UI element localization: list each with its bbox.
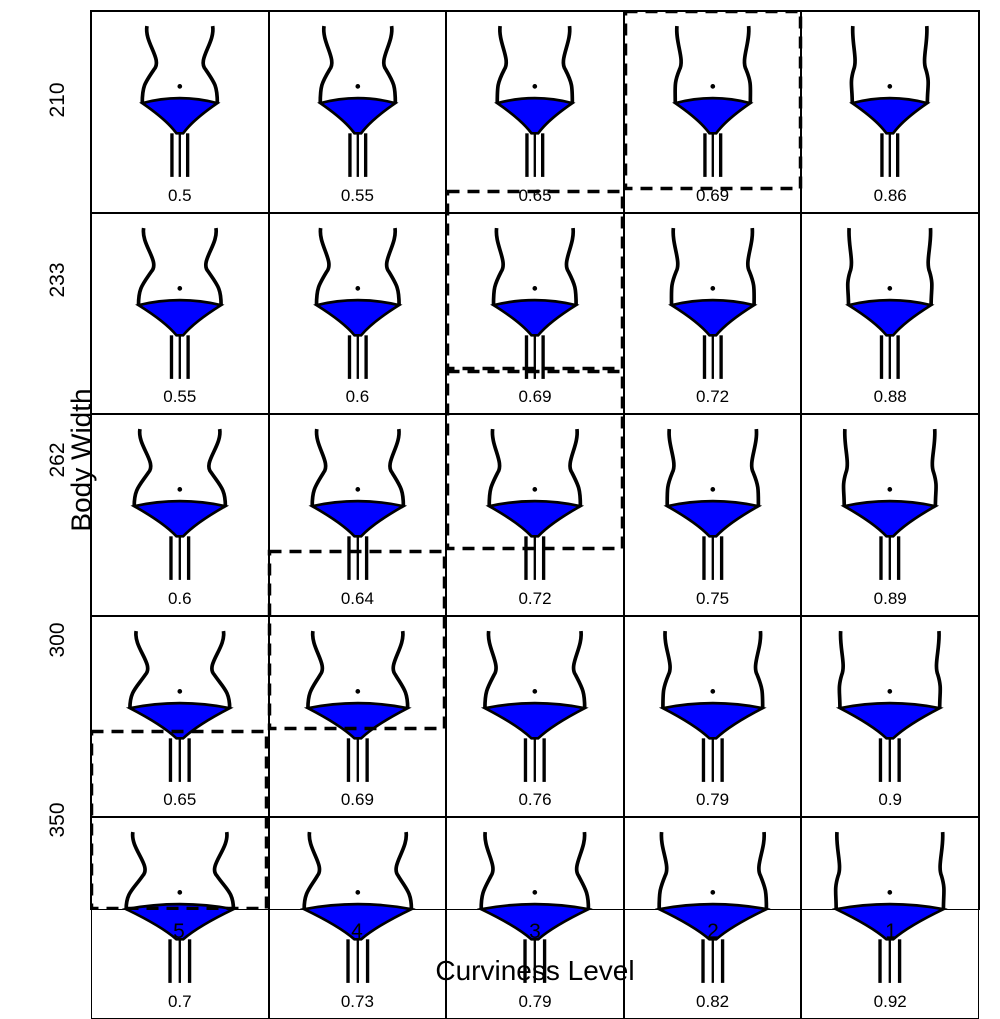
cell-value: 0.69 [696,186,729,206]
cell-value: 0.69 [518,387,551,407]
chart-grid: 0.5 0.55 0.65 0.69 0.86 [90,10,980,910]
cell-value: 0.65 [518,186,551,206]
cell-value: 0.7 [168,992,192,1012]
grid-cell: 0.55 [269,11,447,213]
cell-value: 0.55 [163,387,196,407]
x-tick-label: 2 [707,920,719,944]
cell-value: 0.82 [696,992,729,1012]
cell-value: 0.79 [696,790,729,810]
cell-value: 0.72 [696,387,729,407]
cell-value: 0.5 [168,186,192,206]
grid-cell: 0.65 [91,616,269,818]
grid-cell: 0.5 [91,11,269,213]
cell-value: 0.69 [341,790,374,810]
cell-value: 0.72 [518,589,551,609]
grid-cell: 0.65 [446,11,624,213]
grid-cell: 0.89 [801,414,979,616]
grid-cell: 0.69 [446,213,624,415]
grid-cell: 0.69 [269,616,447,818]
cell-value: 0.9 [878,790,902,810]
chart-container: 0.5 0.55 0.65 0.69 0.86 [90,10,980,910]
x-tick-label: 3 [529,920,541,944]
cell-value: 0.6 [346,387,370,407]
grid-cell: 0.72 [446,414,624,616]
cell-value: 0.86 [874,186,907,206]
grid-cell: 0.73 [269,817,447,1019]
cell-value: 0.73 [341,992,374,1012]
grid-cell: 0.7 [91,817,269,1019]
grid-cell: 0.6 [269,213,447,415]
cell-value: 0.92 [874,992,907,1012]
grid-cell: 0.79 [624,616,802,818]
y-tick-label: 300 [46,622,70,657]
grid-cell: 0.82 [624,817,802,1019]
grid-cell: 0.69 [624,11,802,213]
cell-value: 0.89 [874,589,907,609]
grid-cell: 0.75 [624,414,802,616]
y-tick-label: 262 [46,442,70,477]
cell-value: 0.88 [874,387,907,407]
x-tick-label: 1 [885,920,897,944]
cell-value: 0.79 [518,992,551,1012]
y-tick-label: 210 [46,82,70,117]
grid-cell: 0.9 [801,616,979,818]
y-tick-label: 233 [46,262,70,297]
cell-value: 0.65 [163,790,196,810]
cell-value: 0.55 [341,186,374,206]
grid-cell: 0.79 [446,817,624,1019]
cell-value: 0.76 [518,790,551,810]
grid-cell: 0.86 [801,11,979,213]
x-tick-label: 4 [351,920,363,944]
grid-cell: 0.6 [91,414,269,616]
cell-value: 0.64 [341,589,374,609]
cell-value: 0.75 [696,589,729,609]
grid-cell: 0.72 [624,213,802,415]
grid-cell: 0.92 [801,817,979,1019]
grid-cell: 0.55 [91,213,269,415]
grid-cell: 0.64 [269,414,447,616]
grid-cell: 0.88 [801,213,979,415]
grid-cell: 0.76 [446,616,624,818]
y-tick-label: 350 [46,802,70,837]
x-tick-label: 5 [173,920,185,944]
cell-value: 0.6 [168,589,192,609]
